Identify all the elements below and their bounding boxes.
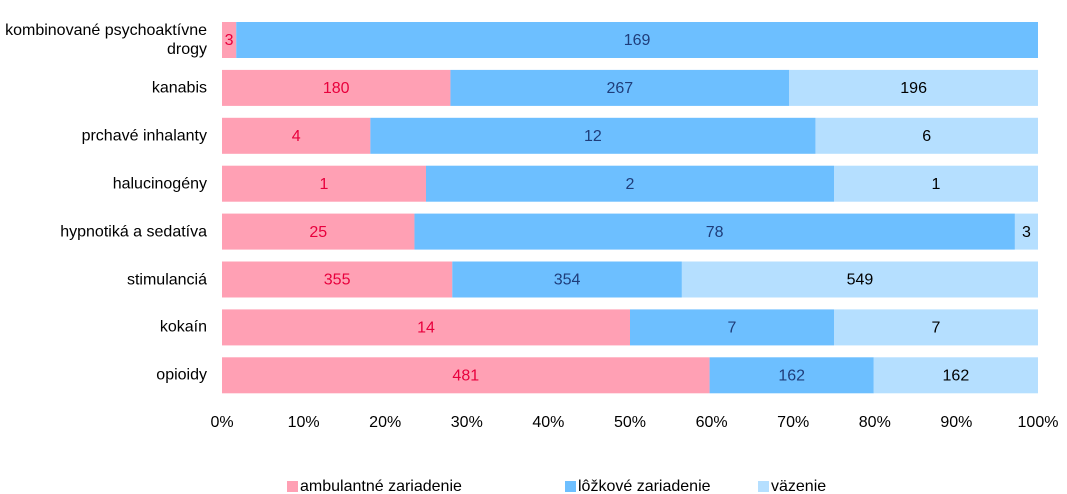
bar-segment: [222, 165, 426, 202]
bar-segment: [681, 261, 1038, 298]
bar-segment: [222, 213, 415, 250]
legend-swatch: [287, 481, 298, 492]
y-tick-label: stimulanciá: [126, 271, 207, 288]
bar-segment: [834, 165, 1038, 202]
data-label: 7: [932, 320, 941, 337]
bar-segment: [1014, 213, 1038, 250]
x-tick-label: 60%: [696, 414, 728, 431]
x-tick-label: 0%: [210, 414, 233, 431]
x-tick-label: 30%: [451, 414, 483, 431]
bar-segment: [450, 69, 790, 106]
data-label: 14: [417, 320, 435, 337]
data-label: 355: [324, 272, 351, 289]
bar-segment: [370, 117, 816, 154]
data-label: 12: [584, 128, 602, 145]
bar-segment: [426, 165, 834, 202]
bar-segment: [222, 117, 371, 154]
data-label: 4: [292, 128, 301, 145]
data-label: 196: [900, 80, 927, 97]
bar-segment: [630, 309, 834, 346]
bar-segment: [452, 261, 682, 298]
data-label: 162: [778, 368, 805, 385]
data-label: 7: [728, 320, 737, 337]
legend-label: ambulantné zariadenie: [300, 478, 462, 494]
bar-segment: [414, 213, 1015, 250]
legend-label: lôžkové zariadenie: [578, 478, 711, 494]
x-tick-label: 90%: [940, 414, 972, 431]
data-label: 354: [554, 272, 581, 289]
y-tick-label: opioidy: [156, 366, 207, 384]
x-tick-label: 40%: [532, 414, 564, 431]
y-tick-label: prchavé inhalanty: [81, 127, 207, 145]
data-label: 1: [320, 176, 329, 193]
x-tick-label: 10%: [288, 414, 320, 431]
data-label: 481: [452, 368, 479, 385]
data-label: 6: [922, 128, 931, 145]
x-tick-label: 20%: [369, 414, 401, 431]
bar-segment: [222, 261, 453, 298]
legend-swatch: [758, 481, 769, 492]
y-tick-label: hypnotiká a sedatíva: [60, 223, 207, 241]
bar-segment: [709, 357, 874, 394]
y-tick-label: halucinogény: [112, 175, 207, 193]
bar-segment: [236, 22, 1039, 58]
data-label: 2: [626, 176, 635, 193]
bar-segment: [873, 357, 1038, 394]
x-tick-label: 70%: [777, 414, 809, 431]
data-label: 25: [309, 224, 327, 241]
data-label: 1: [932, 176, 941, 193]
data-label: 3: [225, 32, 234, 49]
data-label: 162: [943, 368, 970, 385]
x-tick-label: 50%: [614, 414, 646, 431]
bar-segment: [834, 309, 1038, 346]
legend-swatch: [565, 481, 576, 492]
data-label: 549: [847, 272, 874, 289]
y-tick-label: kombinované psychoaktívne drogy: [5, 22, 207, 58]
bar-segment: [222, 69, 451, 106]
x-tick-label: 100%: [1018, 414, 1059, 431]
data-label: 180: [323, 80, 350, 97]
x-tick-label: 80%: [859, 414, 891, 431]
data-label: 78: [706, 224, 724, 241]
data-label: 169: [624, 32, 651, 49]
legend-label: väzenie: [771, 478, 826, 494]
data-label: 267: [606, 80, 633, 97]
bar-segment: [789, 69, 1038, 106]
data-label: 3: [1022, 224, 1031, 241]
bar-segment: [222, 22, 237, 58]
bar-segment: [815, 117, 1038, 154]
bar-segment: [222, 309, 630, 346]
bar-segment: [222, 357, 710, 394]
y-tick-label: kokaín: [159, 318, 207, 336]
y-tick-label: kanabis: [151, 79, 207, 97]
